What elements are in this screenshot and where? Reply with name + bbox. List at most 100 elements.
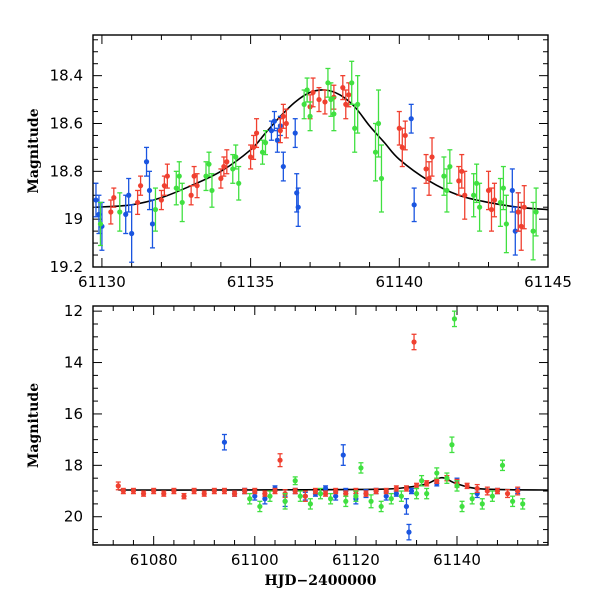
- blue-data-point: [295, 187, 301, 227]
- green-marker: [349, 80, 355, 86]
- red-data-point: [459, 153, 465, 189]
- green-marker: [434, 470, 440, 476]
- red-data-point: [211, 487, 217, 495]
- red-marker: [456, 178, 462, 184]
- red-marker: [515, 209, 521, 215]
- red-marker: [221, 488, 228, 494]
- blue-data-point: [252, 491, 258, 501]
- red-data-point: [248, 144, 254, 170]
- green-data-point: [510, 495, 516, 508]
- green-marker: [372, 149, 379, 155]
- blue-data-point: [512, 206, 518, 256]
- green-marker: [352, 125, 358, 131]
- blue-marker: [126, 192, 132, 198]
- red-marker: [346, 92, 352, 98]
- red-marker: [161, 183, 167, 189]
- blue-marker: [383, 493, 389, 499]
- green-marker: [454, 483, 460, 489]
- blue-data-point: [509, 168, 515, 213]
- green-data-point: [355, 75, 361, 134]
- red-data-point: [161, 175, 167, 196]
- green-data-point: [444, 472, 450, 484]
- red-marker: [224, 159, 230, 165]
- green-marker: [297, 493, 303, 499]
- green-data-point: [236, 165, 242, 201]
- green-marker: [325, 80, 331, 86]
- blue-marker: [393, 491, 399, 497]
- red-data-point: [322, 89, 328, 115]
- green-data-point: [328, 82, 334, 117]
- green-marker: [317, 491, 324, 497]
- green-marker: [503, 221, 509, 227]
- red-data-point: [253, 118, 260, 149]
- red-marker: [253, 130, 260, 136]
- red-data-point: [316, 86, 322, 113]
- green-marker: [173, 185, 179, 191]
- green-marker: [307, 113, 313, 119]
- blue-marker: [274, 137, 280, 143]
- green-marker: [331, 111, 337, 117]
- x-tick-label: 61120: [332, 551, 380, 569]
- red-data-point: [411, 333, 417, 351]
- green-marker: [257, 503, 263, 510]
- red-marker: [488, 206, 495, 213]
- green-data-point: [267, 490, 273, 502]
- red-marker: [494, 488, 501, 494]
- green-marker: [419, 478, 425, 484]
- green-data-point: [282, 492, 288, 510]
- red-marker: [402, 132, 408, 139]
- red-marker: [434, 478, 440, 484]
- blue-data-point: [143, 146, 150, 177]
- red-marker: [248, 154, 254, 160]
- red-data-point: [231, 490, 238, 497]
- red-marker: [272, 488, 278, 494]
- model-curve: [118, 476, 548, 491]
- red-marker: [340, 85, 346, 91]
- green-data-point: [259, 139, 266, 165]
- red-marker: [310, 89, 316, 96]
- red-data-point: [521, 185, 527, 230]
- red-marker: [316, 96, 322, 103]
- green-marker: [368, 498, 374, 504]
- red-marker: [201, 491, 207, 497]
- blue-marker: [221, 439, 228, 445]
- plot-frame: [92, 34, 549, 268]
- blue-marker: [408, 488, 415, 494]
- red-marker: [194, 183, 200, 189]
- green-marker: [267, 493, 273, 499]
- red-marker: [277, 128, 283, 134]
- blue-data-point: [221, 433, 228, 451]
- red-data-point: [413, 482, 420, 490]
- red-data-point: [221, 156, 227, 177]
- green-data-point: [152, 187, 159, 232]
- green-data-point: [469, 492, 475, 505]
- red-data-point: [115, 481, 121, 491]
- red-data-point: [158, 189, 164, 211]
- green-data-point: [533, 187, 539, 237]
- red-data-point: [277, 453, 283, 468]
- red-data-point: [423, 153, 429, 184]
- blue-marker: [333, 493, 339, 499]
- red-data-point: [402, 120, 408, 151]
- green-data-point: [454, 480, 460, 492]
- blue-data-point: [149, 199, 156, 249]
- green-data-point: [301, 89, 307, 120]
- red-marker: [191, 488, 197, 494]
- blue-marker: [292, 130, 298, 136]
- red-data-point: [181, 492, 187, 500]
- green-data-point: [424, 487, 430, 500]
- green-data-point: [203, 161, 209, 192]
- red-data-point: [488, 187, 495, 232]
- green-data-point: [388, 492, 394, 505]
- x-tick-label: 61145: [524, 273, 572, 291]
- red-marker: [504, 491, 511, 497]
- red-marker: [413, 483, 420, 489]
- blue-data-point: [292, 118, 298, 149]
- green-data-point: [434, 467, 440, 479]
- green-data-point: [419, 474, 425, 487]
- green-data-point: [307, 101, 313, 132]
- blue-marker: [295, 204, 301, 210]
- series-red: [108, 75, 527, 251]
- series-green: [247, 310, 526, 513]
